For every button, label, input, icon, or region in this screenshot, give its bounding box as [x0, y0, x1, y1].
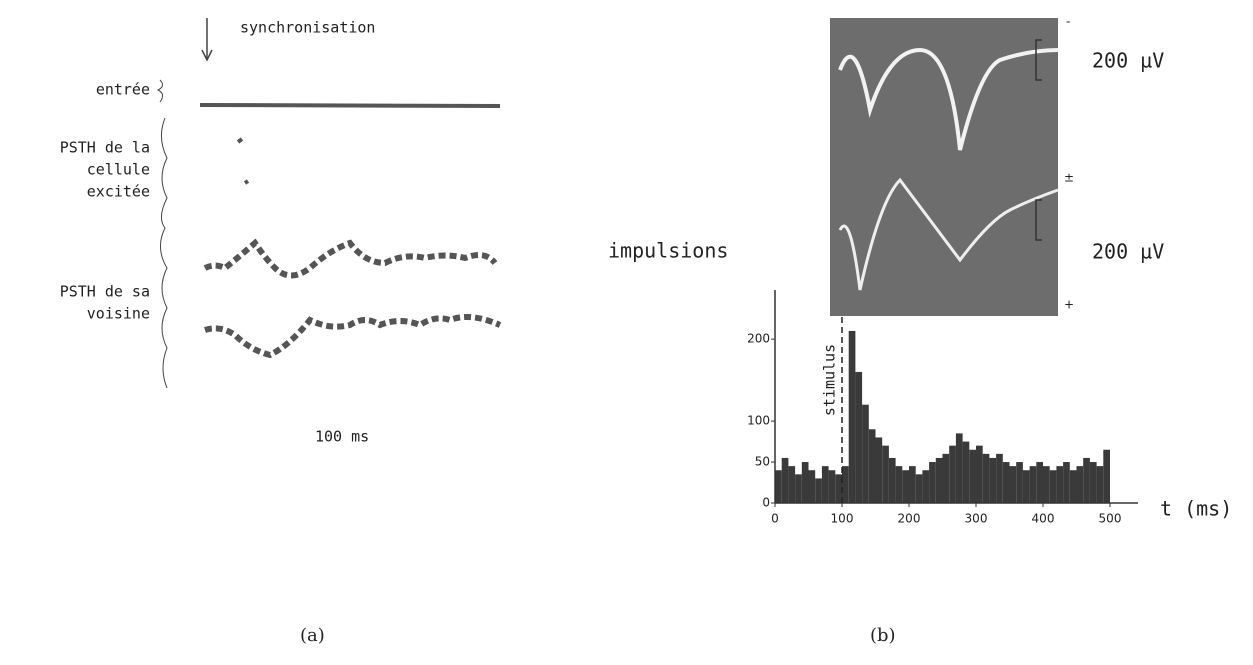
- caption: (a): [300, 625, 325, 646]
- panel-a: [156, 18, 502, 389]
- psth-cell-trace: [203, 238, 498, 279]
- bar: [848, 330, 856, 503]
- cell-label: excitée: [87, 183, 150, 201]
- bar: [949, 445, 956, 503]
- bar: [835, 474, 842, 503]
- y-tick-label: 200: [747, 332, 770, 346]
- photo-bg: [830, 18, 1058, 316]
- x-tick-label: 500: [1099, 512, 1122, 526]
- bar: [862, 404, 869, 503]
- arrow-head: [201, 49, 213, 62]
- bar: [788, 466, 796, 503]
- bar: [868, 429, 876, 503]
- bar: [989, 457, 997, 503]
- bar: [821, 466, 829, 503]
- bar: [915, 474, 923, 503]
- y-tick-label: 50: [755, 455, 770, 469]
- bar: [996, 453, 1003, 503]
- bar: [1089, 462, 1097, 503]
- bar: [922, 470, 930, 503]
- bar: [1069, 470, 1077, 503]
- bar: [1043, 466, 1050, 503]
- bar: [1049, 470, 1057, 503]
- bar: [1036, 462, 1043, 503]
- bar: [942, 453, 950, 503]
- trace-bottom: [838, 177, 1059, 291]
- input-label: entrée: [96, 81, 150, 99]
- bar: [1076, 466, 1084, 503]
- cell-label: PSTH de la: [60, 139, 150, 157]
- trace-top: [838, 47, 1059, 151]
- bar: [795, 474, 802, 503]
- bar: [781, 457, 789, 503]
- scale-label: 200 µV: [1092, 49, 1164, 73]
- bar: [929, 462, 936, 503]
- sign: ±: [1064, 171, 1074, 185]
- bar: [855, 371, 863, 503]
- bar: [982, 453, 990, 503]
- y-tick-label: 100: [747, 414, 770, 428]
- scale-label: 200 µV: [1092, 240, 1164, 264]
- bar: [1056, 466, 1064, 503]
- trace-photo: [830, 18, 1059, 316]
- psth-neighbor-trace: [204, 313, 502, 359]
- brace: [160, 117, 168, 389]
- neighbor-label: voisine: [87, 305, 150, 323]
- x-tick-label: 400: [1032, 512, 1055, 526]
- cell-label: cellule: [87, 161, 150, 179]
- sync-label: synchronisation: [240, 19, 375, 37]
- bar: [775, 470, 782, 503]
- bar: [1002, 462, 1010, 503]
- psth-cell-early: [236, 137, 250, 185]
- bar: [815, 478, 822, 503]
- bar: [969, 449, 976, 503]
- sign: -: [1066, 15, 1070, 29]
- bar: [1009, 466, 1017, 503]
- bar: [1083, 457, 1090, 503]
- bar: [902, 470, 909, 503]
- bar: [808, 470, 816, 503]
- bar: [842, 466, 849, 503]
- input-trace: [199, 103, 501, 108]
- scale-label: 100 ms: [315, 428, 369, 446]
- bar: [955, 433, 963, 503]
- neighbor-label: PSTH de sa: [60, 283, 150, 301]
- bar: [909, 466, 916, 503]
- bar: [828, 470, 836, 503]
- histogram: 0 50 100 200 0 100 200 300 400 500 stimulus impulsi…: [608, 239, 1232, 526]
- bar: [801, 462, 809, 503]
- bar: [1029, 466, 1037, 503]
- bar: [895, 466, 903, 503]
- x-tick-label: 300: [965, 512, 988, 526]
- y-tick-label: 0: [762, 496, 770, 510]
- stimulus-label: stimulus: [821, 344, 839, 416]
- x-axis-label: t (ms): [1160, 497, 1232, 521]
- bar: [1103, 449, 1110, 503]
- bar: [1016, 462, 1023, 503]
- y-axis-label: impulsions: [608, 239, 728, 263]
- bar: [1096, 466, 1104, 503]
- bar: [1022, 470, 1030, 503]
- bar: [976, 445, 983, 503]
- bar: [935, 457, 943, 503]
- brace: [156, 79, 164, 103]
- x-tick-label: 0: [771, 512, 779, 526]
- bar: [962, 441, 970, 503]
- scale-bracket: [1035, 39, 1042, 241]
- bar: [882, 445, 889, 503]
- x-tick-label: 200: [898, 512, 921, 526]
- bar: [888, 457, 896, 503]
- bar: [1063, 462, 1070, 503]
- sign: +: [1064, 298, 1074, 312]
- caption: (b): [870, 625, 896, 646]
- x-tick-label: 100: [831, 512, 854, 526]
- bar: [875, 437, 883, 503]
